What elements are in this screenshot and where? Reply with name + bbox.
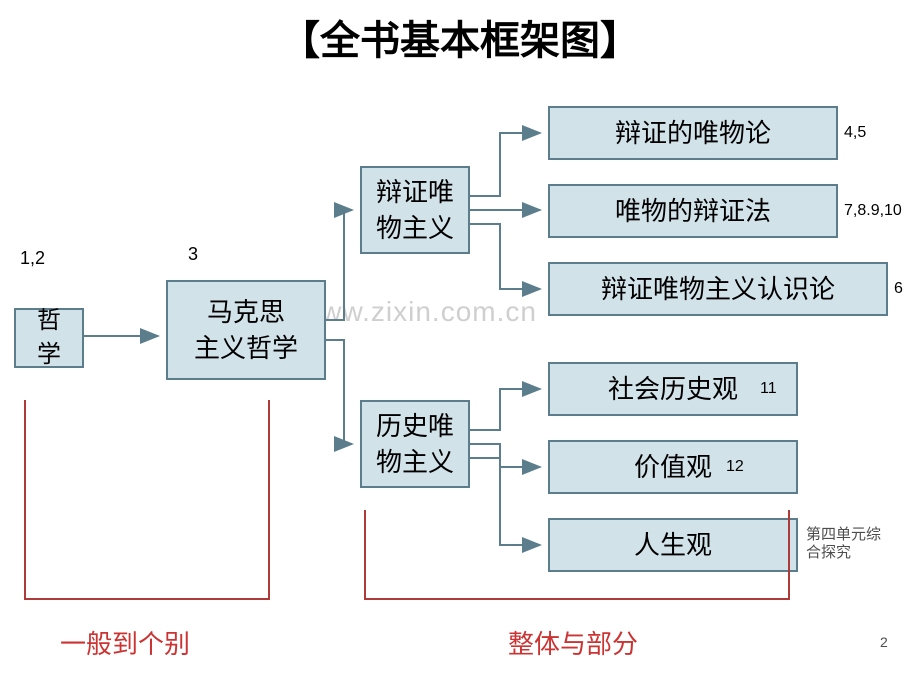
box-label: 辩证唯物主义	[376, 174, 454, 247]
chapter-annotation-4-5: 4,5	[844, 124, 866, 142]
bracket-left	[24, 400, 270, 600]
chapter-annotation-6: 6	[894, 280, 903, 298]
box-values-view: 价值观	[548, 440, 798, 494]
bracket-right	[364, 510, 790, 600]
chapter-annotation-1-2: 1,2	[20, 248, 45, 269]
box-label: 社会历史观	[608, 371, 738, 407]
watermark: www.zixin.com.cn	[300, 296, 537, 328]
chapter-annotation-12: 12	[726, 458, 744, 476]
box-materialist-dialectics: 唯物的辩证法	[548, 184, 838, 238]
box-label: 马克思主义哲学	[194, 294, 298, 367]
connector-arrow	[470, 444, 540, 467]
connector-arrow	[470, 224, 540, 289]
footer-left-label: 一般到个别	[60, 624, 190, 661]
connector-arrow	[326, 340, 352, 444]
chapter-annotation-7-10: 7,8.9,10	[844, 202, 902, 220]
connector-arrow	[326, 210, 352, 320]
box-label: 历史唯物主义	[376, 408, 454, 481]
box-dialectical-materialism: 辩证唯物主义	[360, 166, 470, 254]
box-label: 哲学	[26, 304, 72, 371]
box-marxism: 马克思主义哲学	[166, 280, 326, 380]
box-label: 价值观	[634, 449, 712, 485]
page-number: 2	[880, 634, 888, 650]
box-historical-materialism: 历史唯物主义	[360, 400, 470, 488]
box-philosophy: 哲学	[14, 308, 84, 368]
connector-arrow	[470, 389, 540, 430]
box-label: 辩证的唯物论	[615, 115, 771, 151]
box-label: 辩证唯物主义认识论	[601, 271, 835, 307]
footer-right-label: 整体与部分	[508, 624, 638, 661]
box-label: 唯物的辩证法	[615, 193, 771, 229]
box-epistemology: 辩证唯物主义认识论	[548, 262, 888, 316]
chapter-annotation-11: 11	[760, 380, 777, 398]
connector-arrow	[470, 133, 540, 196]
unit4-annotation: 第四单元综合探究	[806, 526, 881, 562]
diagram-title: 【全书基本框架图】	[280, 8, 640, 66]
box-dialectical-materialism-theory: 辩证的唯物论	[548, 106, 838, 160]
chapter-annotation-3: 3	[188, 244, 198, 265]
